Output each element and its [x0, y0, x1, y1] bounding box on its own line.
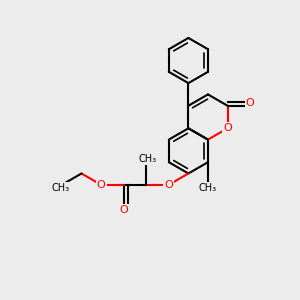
Text: CH₃: CH₃	[199, 183, 217, 193]
Text: CH₃: CH₃	[51, 183, 70, 193]
Text: O: O	[119, 205, 128, 215]
Text: O: O	[246, 98, 254, 108]
Text: CH₃: CH₃	[139, 154, 157, 164]
Text: O: O	[97, 180, 105, 190]
Text: O: O	[223, 123, 232, 133]
Text: O: O	[164, 180, 173, 190]
